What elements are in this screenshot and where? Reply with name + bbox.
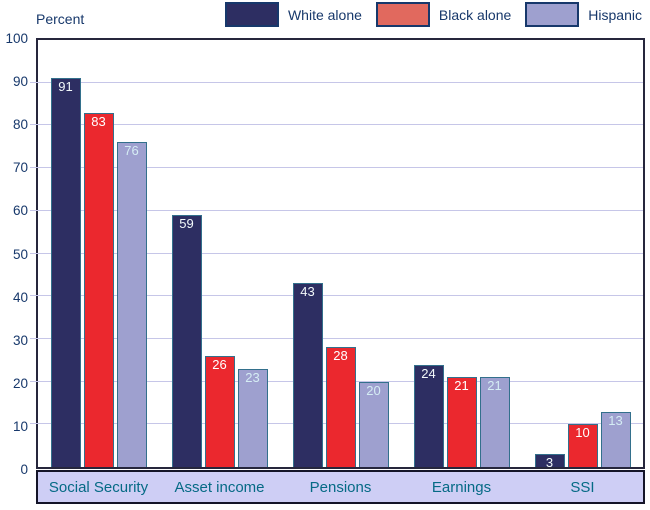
y-tick-label-60: 60 [12,203,28,219]
bar-value-label: 21 [487,378,502,394]
legend: White alone Black alone Hispanic [224,2,642,27]
bar-value-label: 28 [333,348,348,364]
bar-value-label: 10 [575,425,590,441]
gridline-40 [30,295,643,297]
bar-value-label: 91 [58,79,73,95]
legend-label: Black alone [438,6,512,23]
bar-value-label: 23 [245,369,260,385]
bar-value-label: 24 [421,365,436,381]
y-tick-label-30: 30 [12,332,28,348]
legend-swatch-black-alone [375,2,430,27]
bar-group-earnings: 24 21 21 [413,40,510,467]
gridline-70 [30,167,643,169]
bar-hispanic-social-security: 76 [116,142,147,467]
bar-value-label: 20 [366,382,381,398]
y-tick-label-10: 10 [12,418,28,434]
bar-groups: 91 83 76 59 26 23 43 28 20 24 21 21 3 10 13 [38,40,643,471]
bar-white-alone-asset-income: 59 [171,215,202,467]
y-tick-label-50: 50 [12,246,28,262]
legend-swatch-white-alone [224,2,279,27]
legend-swatch-hispanic [525,2,580,27]
bar-value-label: 43 [300,284,315,300]
bar-white-alone-earnings: 24 [413,364,444,467]
gridline-30 [30,337,643,339]
bar-hispanic-ssi: 13 [600,411,631,467]
bar-white-alone-pensions: 43 [292,283,323,467]
category-label-pensions: Pensions [309,478,372,496]
y-tick-label-40: 40 [12,289,28,305]
gridline-60 [30,209,643,211]
gridline-90 [30,81,643,83]
legend-item-hispanic: Hispanic [525,2,642,27]
bar-value-label: 83 [91,113,106,129]
y-tick-label-90: 90 [12,74,28,90]
legend-item-black-alone: Black alone [375,2,512,27]
bar-black-alone-asset-income: 26 [204,355,235,467]
plot-area: 91 83 76 59 26 23 43 28 20 24 21 21 3 10 13 [30,38,645,471]
y-tick-label-0: 0 [20,462,28,477]
bar-hispanic-earnings: 21 [479,377,510,467]
bar-group-ssi: 3 10 13 [534,40,631,471]
bar-black-alone-pensions: 28 [325,347,356,467]
bar-value-label: 3 [545,455,554,471]
category-label-social-security: Social Security [48,478,149,496]
y-tick-label-100: 100 [5,31,28,46]
y-tick-label-80: 80 [12,117,28,133]
bar-hispanic-asset-income: 23 [237,368,268,467]
bar-white-alone-social-security: 91 [50,78,81,467]
y-axis-title: Percent [36,11,85,27]
bar-value-label: 26 [212,356,227,372]
legend-item-white-alone: White alone [224,2,362,27]
legend-label: Hispanic [588,6,642,23]
bar-value-label: 21 [454,378,469,394]
legend-label: White alone [287,6,362,23]
y-axis: 0 10 20 30 40 50 60 70 80 90 100 [0,31,28,477]
category-label-earnings: Earnings [431,478,492,496]
gridline-50 [30,252,643,254]
y-tick-label-20: 20 [12,375,28,391]
bar-value-label: 76 [124,143,139,159]
bar-group-social-security: 91 83 76 [50,40,147,467]
category-label-ssi: SSI [570,478,595,496]
bar-value-label: 59 [179,216,194,232]
y-tick-label-70: 70 [12,160,28,176]
bar-black-alone-earnings: 21 [446,377,477,467]
gridline-80 [30,124,643,126]
bar-black-alone-social-security: 83 [83,112,114,467]
bar-value-label: 13 [608,412,623,428]
bar-black-alone-ssi: 10 [567,424,598,467]
bar-white-alone-ssi: 3 [534,454,565,471]
bar-group-asset-income: 59 26 23 [171,40,268,467]
x-axis-category-band: Social Security Asset income Pensions Earni… [36,470,645,504]
bar-group-pensions: 43 28 20 [292,40,389,467]
category-label-asset-income: Asset income [174,478,265,496]
bar-hispanic-pensions: 20 [358,381,389,467]
